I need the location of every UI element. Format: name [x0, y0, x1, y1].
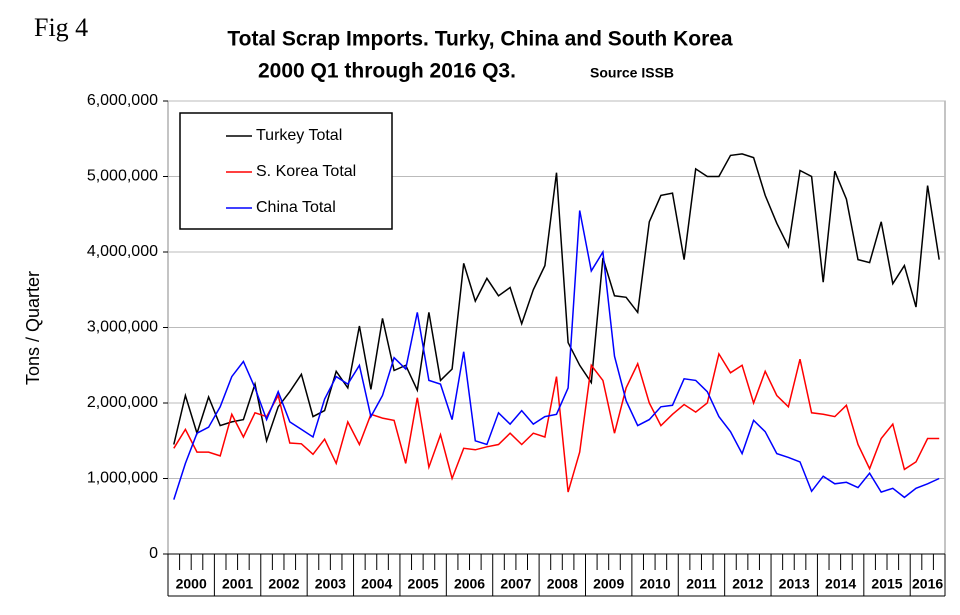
y-tick-label: 6,000,000 — [87, 92, 158, 109]
chart-title: Total Scrap Imports. Turky, China and So… — [227, 28, 733, 51]
y-tick-label: 0 — [149, 545, 158, 562]
x-tick-label: 2002 — [268, 576, 299, 592]
x-tick-label: 2008 — [547, 576, 578, 592]
x-tick-label: 2014 — [825, 576, 856, 592]
y-tick-label: 5,000,000 — [87, 168, 158, 185]
x-tick-label: 2012 — [732, 576, 763, 592]
x-tick-label: 2009 — [593, 576, 624, 592]
series-line — [173, 351, 940, 493]
series-line — [173, 210, 940, 500]
chart-subtitle: 2000 Q1 through 2016 Q3. — [258, 60, 516, 83]
x-tick-label: 2011 — [686, 576, 717, 592]
legend-label: China Total — [256, 199, 336, 216]
x-tick-label: 2010 — [639, 576, 670, 592]
x-tick-label: 2000 — [176, 576, 207, 592]
y-tick-label: 4,000,000 — [87, 243, 158, 260]
x-tick-label: 2001 — [222, 576, 253, 592]
legend-label: S. Korea Total — [256, 163, 356, 180]
y-tick-label: 3,000,000 — [87, 319, 158, 336]
legend-box — [179, 112, 393, 230]
x-tick-label: 2007 — [500, 576, 531, 592]
x-tick-label: 2016 — [912, 576, 943, 592]
x-tick-label: 2004 — [361, 576, 392, 592]
x-tick-label: 2013 — [779, 576, 810, 592]
y-axis-label: Tons / Quarter — [23, 271, 43, 385]
fig-label: Fig 4 — [34, 13, 88, 42]
x-tick-label: 2006 — [454, 576, 485, 592]
y-tick-label: 2,000,000 — [87, 394, 158, 411]
y-tick-label: 1,000,000 — [87, 470, 158, 487]
series-line — [173, 153, 940, 445]
x-tick-label: 2003 — [315, 576, 346, 592]
chart-source: Source ISSB — [590, 65, 674, 81]
x-tick-label: 2005 — [408, 576, 439, 592]
x-tick-label: 2015 — [871, 576, 902, 592]
legend-label: Turkey Total — [256, 127, 342, 144]
